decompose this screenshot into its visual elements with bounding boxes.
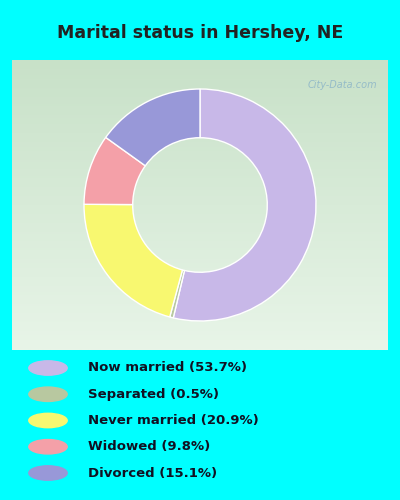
Text: City-Data.com: City-Data.com <box>307 80 377 90</box>
Wedge shape <box>84 204 182 317</box>
Circle shape <box>29 361 67 375</box>
Text: Never married (20.9%): Never married (20.9%) <box>88 414 259 427</box>
Text: Now married (53.7%): Now married (53.7%) <box>88 362 247 374</box>
Circle shape <box>29 466 67 480</box>
Wedge shape <box>173 89 316 321</box>
Circle shape <box>29 440 67 454</box>
Wedge shape <box>106 89 200 166</box>
Wedge shape <box>170 270 184 318</box>
Text: Divorced (15.1%): Divorced (15.1%) <box>88 466 217 479</box>
Circle shape <box>29 414 67 428</box>
Text: Marital status in Hershey, NE: Marital status in Hershey, NE <box>57 24 343 42</box>
Wedge shape <box>84 138 145 204</box>
Text: Widowed (9.8%): Widowed (9.8%) <box>88 440 210 453</box>
Text: Separated (0.5%): Separated (0.5%) <box>88 388 219 401</box>
Circle shape <box>29 387 67 402</box>
